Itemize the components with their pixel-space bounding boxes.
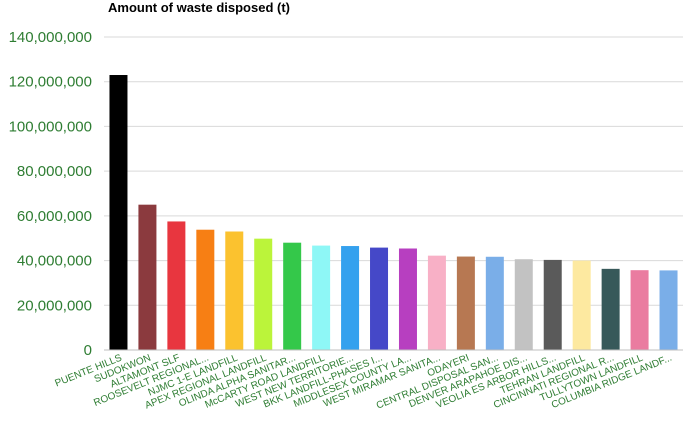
- y-tick-label: 140,000,000: [9, 29, 92, 46]
- bar: [312, 245, 331, 350]
- bar: [572, 260, 591, 350]
- bar: [283, 242, 302, 350]
- bar: [167, 221, 186, 350]
- bar: [543, 259, 562, 350]
- bar: [109, 75, 128, 350]
- bar: [196, 229, 215, 350]
- bar: [254, 238, 273, 350]
- bar: [370, 247, 389, 350]
- y-tick-label: 20,000,000: [17, 297, 92, 314]
- y-tick-label: 100,000,000: [9, 118, 92, 135]
- y-tick-label: 40,000,000: [17, 253, 92, 270]
- y-tick-label: 120,000,000: [9, 74, 92, 91]
- bar: [659, 270, 678, 350]
- bar: [341, 246, 360, 350]
- y-tick-label: 60,000,000: [17, 208, 92, 225]
- bar: [630, 270, 649, 350]
- chart-title: Amount of waste disposed (t): [108, 0, 290, 15]
- bar: [456, 256, 475, 350]
- bar: [427, 255, 446, 350]
- bar: [398, 248, 417, 350]
- bar: [225, 231, 244, 350]
- y-tick-label: 0: [84, 342, 92, 359]
- bar: [485, 256, 504, 350]
- bar: [601, 268, 620, 350]
- bar: [138, 204, 157, 350]
- bar: [514, 259, 533, 350]
- y-tick-label: 80,000,000: [17, 163, 92, 180]
